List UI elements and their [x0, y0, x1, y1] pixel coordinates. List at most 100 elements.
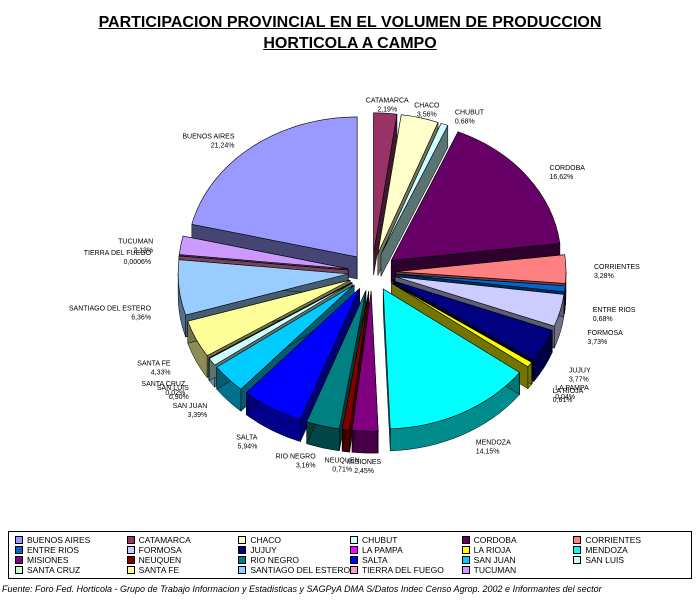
pie-slice-tucuman — [178, 235, 349, 270]
legend-label: MENDOZA — [585, 545, 628, 555]
legend-swatch — [238, 536, 247, 544]
legend-item-cordoba: CORDOBA — [461, 535, 574, 545]
legend-item-corrientes: CORRIENTES — [573, 535, 685, 545]
slice-value-chaco: 3,56% — [417, 111, 437, 118]
legend-swatch — [461, 556, 470, 564]
pie-slice-mendoza — [382, 288, 521, 430]
slice-label-misiones: MISIONES — [347, 459, 382, 466]
legend-swatch — [349, 546, 358, 554]
legend-swatch — [238, 566, 247, 574]
legend-item-san-luis: SAN LUIS — [573, 555, 685, 565]
slice-label-corrientes: CORRIENTES — [594, 264, 640, 271]
slice-label-tierra-del-fuego: TIERRA DEL FUEGO — [84, 250, 152, 257]
legend-swatch — [238, 546, 247, 554]
legend-label: SANTIAGO DEL ESTERO — [250, 565, 350, 575]
legend-label: SANTA FE — [138, 565, 180, 575]
legend-item-catamarca: CATAMARCA — [126, 535, 239, 545]
slice-label-la-pampa: LA PAMPA — [555, 385, 589, 392]
pie-slice-corrientes — [395, 254, 567, 284]
legend-item-la-rioja: LA RIOJA — [461, 545, 574, 555]
slice-value-misiones: 2,45% — [354, 468, 374, 475]
pie-slice-san-luis — [208, 282, 353, 366]
slice-label-chaco: CHACO — [414, 102, 440, 109]
legend-label: ENTRE RIOS — [27, 545, 79, 555]
legend-label: CATAMARCA — [138, 535, 191, 545]
slice-value-tucuman: 2,13% — [133, 247, 153, 254]
pie-slice-formosa — [395, 276, 565, 327]
pie-slice-santa-fe — [187, 279, 351, 357]
pie-slice-jujuy — [393, 280, 553, 361]
slice-value-formosa: 3,73% — [587, 339, 607, 346]
legend-swatch — [238, 556, 247, 564]
slice-value-buenos-aires: 21,24% — [211, 143, 235, 150]
legend-label: LA PAMPA — [361, 545, 403, 555]
pie-slice-neuquen — [341, 290, 370, 431]
legend-swatch — [461, 536, 470, 544]
legend-item-misiones: MISIONES — [15, 555, 127, 565]
slice-label-chubut: CHUBUT — [455, 109, 485, 116]
pie-slice-santa-cruz — [208, 282, 352, 359]
legend-item-santa-fe: SANTA FE — [126, 565, 239, 575]
pie-slice-catamarca — [373, 112, 398, 253]
legend-swatch — [461, 566, 470, 574]
legend-swatch — [349, 566, 358, 574]
pie-slice-wall — [351, 430, 379, 454]
pie-slice-salta — [245, 288, 360, 421]
legend-item-chaco: CHACO — [238, 535, 350, 545]
legend-label: TIERRA DEL FUEGO — [361, 565, 444, 575]
legend-label: SAN LUIS — [585, 555, 625, 565]
legend-swatch — [461, 546, 470, 554]
source-note: Fuente: Foro Fed. Horticola - Grupo de T… — [2, 584, 602, 594]
legend-item-chubut: CHUBUT — [349, 535, 462, 545]
legend-item-formosa: FORMOSA — [126, 545, 239, 555]
legend-label: NEUQUEN — [138, 555, 182, 565]
pie-slice-la-pampa — [391, 282, 533, 363]
slice-label-neuquen: NEUQUEN — [325, 457, 360, 464]
legend-label: MISIONES — [27, 555, 69, 565]
slice-label-san-juan: SAN JUAN — [173, 403, 208, 410]
slice-value-neuquen: 0,71% — [332, 466, 352, 473]
pie-slice-entre-rios — [395, 273, 566, 293]
pie-slice-tierra-del-fuego — [178, 255, 349, 271]
legend-item-san-juan: SAN JUAN — [461, 555, 574, 565]
slice-value-catamarca: 2,19% — [377, 106, 397, 113]
legend-item-entre-rios: ENTRE RIOS — [15, 545, 127, 555]
legend-item-jujuy: JUJUY — [238, 545, 350, 555]
legend-label: JUJUY — [250, 545, 277, 555]
legend-item-tierra-del-fuego: TIERRA DEL FUEGO — [349, 565, 462, 575]
slice-value-jujuy: 3,77% — [569, 377, 589, 384]
legend-label: SAN JUAN — [473, 555, 516, 565]
slice-label-santiago-del-estero: SANTIAGO DEL ESTERO — [69, 306, 152, 313]
legend-label: RIO NEGRO — [250, 555, 299, 565]
legend-swatch — [573, 536, 582, 544]
legend-label: CORRIENTES — [585, 535, 642, 545]
chart-title: PARTICIPACION PROVINCIAL EN EL VOLUMEN D… — [0, 12, 700, 54]
legend-item-santiago-del-estero: SANTIAGO DEL ESTERO — [238, 565, 350, 575]
slice-value-san-luis: 0,90% — [169, 394, 189, 401]
legend-label: BUENOS AIRES — [27, 535, 91, 545]
legend-item-santa-cruz: SANTA CRUZ — [15, 565, 127, 575]
legend-item-buenos-aires: BUENOS AIRES — [15, 535, 127, 545]
legend-item-la-pampa: LA PAMPA — [349, 545, 462, 555]
chart-title-line1: PARTICIPACION PROVINCIAL EN EL VOLUMEN D… — [98, 14, 602, 31]
slice-label-san-luis: SAN LUIS — [157, 385, 189, 392]
chart-title-line2: HORTICOLA A CAMPO — [263, 35, 437, 52]
slice-label-entre-rios: ENTRE RIOS — [593, 307, 636, 314]
slice-value-santa-cruz: 0,02% — [165, 390, 185, 397]
legend-swatch — [15, 546, 23, 554]
slice-label-cordoba: CORDOBA — [550, 165, 586, 172]
slice-label-rio-negro: RIO NEGRO — [276, 453, 317, 460]
pie-chart: CATAMARCA 2,19% CHACO 3,56% CHUBUT 0,68% CORDO… — [69, 97, 640, 475]
pie-slice-rio-negro — [306, 290, 367, 430]
pie-slice-chubut — [380, 122, 449, 255]
legend-label: TUCUMAN — [473, 565, 517, 575]
legend-item-salta: SALTA — [349, 555, 462, 565]
legend-label: CHUBUT — [361, 535, 398, 545]
slice-value-cordoba: 16,62% — [550, 174, 574, 181]
slice-value-la-rioja: 0,61% — [553, 397, 573, 404]
legend-swatch — [126, 536, 135, 544]
legend-label: FORMOSA — [138, 545, 182, 555]
slice-label-catamarca: CATAMARCA — [366, 97, 409, 104]
legend-item-rio-negro: RIO NEGRO — [238, 555, 350, 565]
slice-value-santiago-del-estero: 6,36% — [131, 315, 151, 322]
